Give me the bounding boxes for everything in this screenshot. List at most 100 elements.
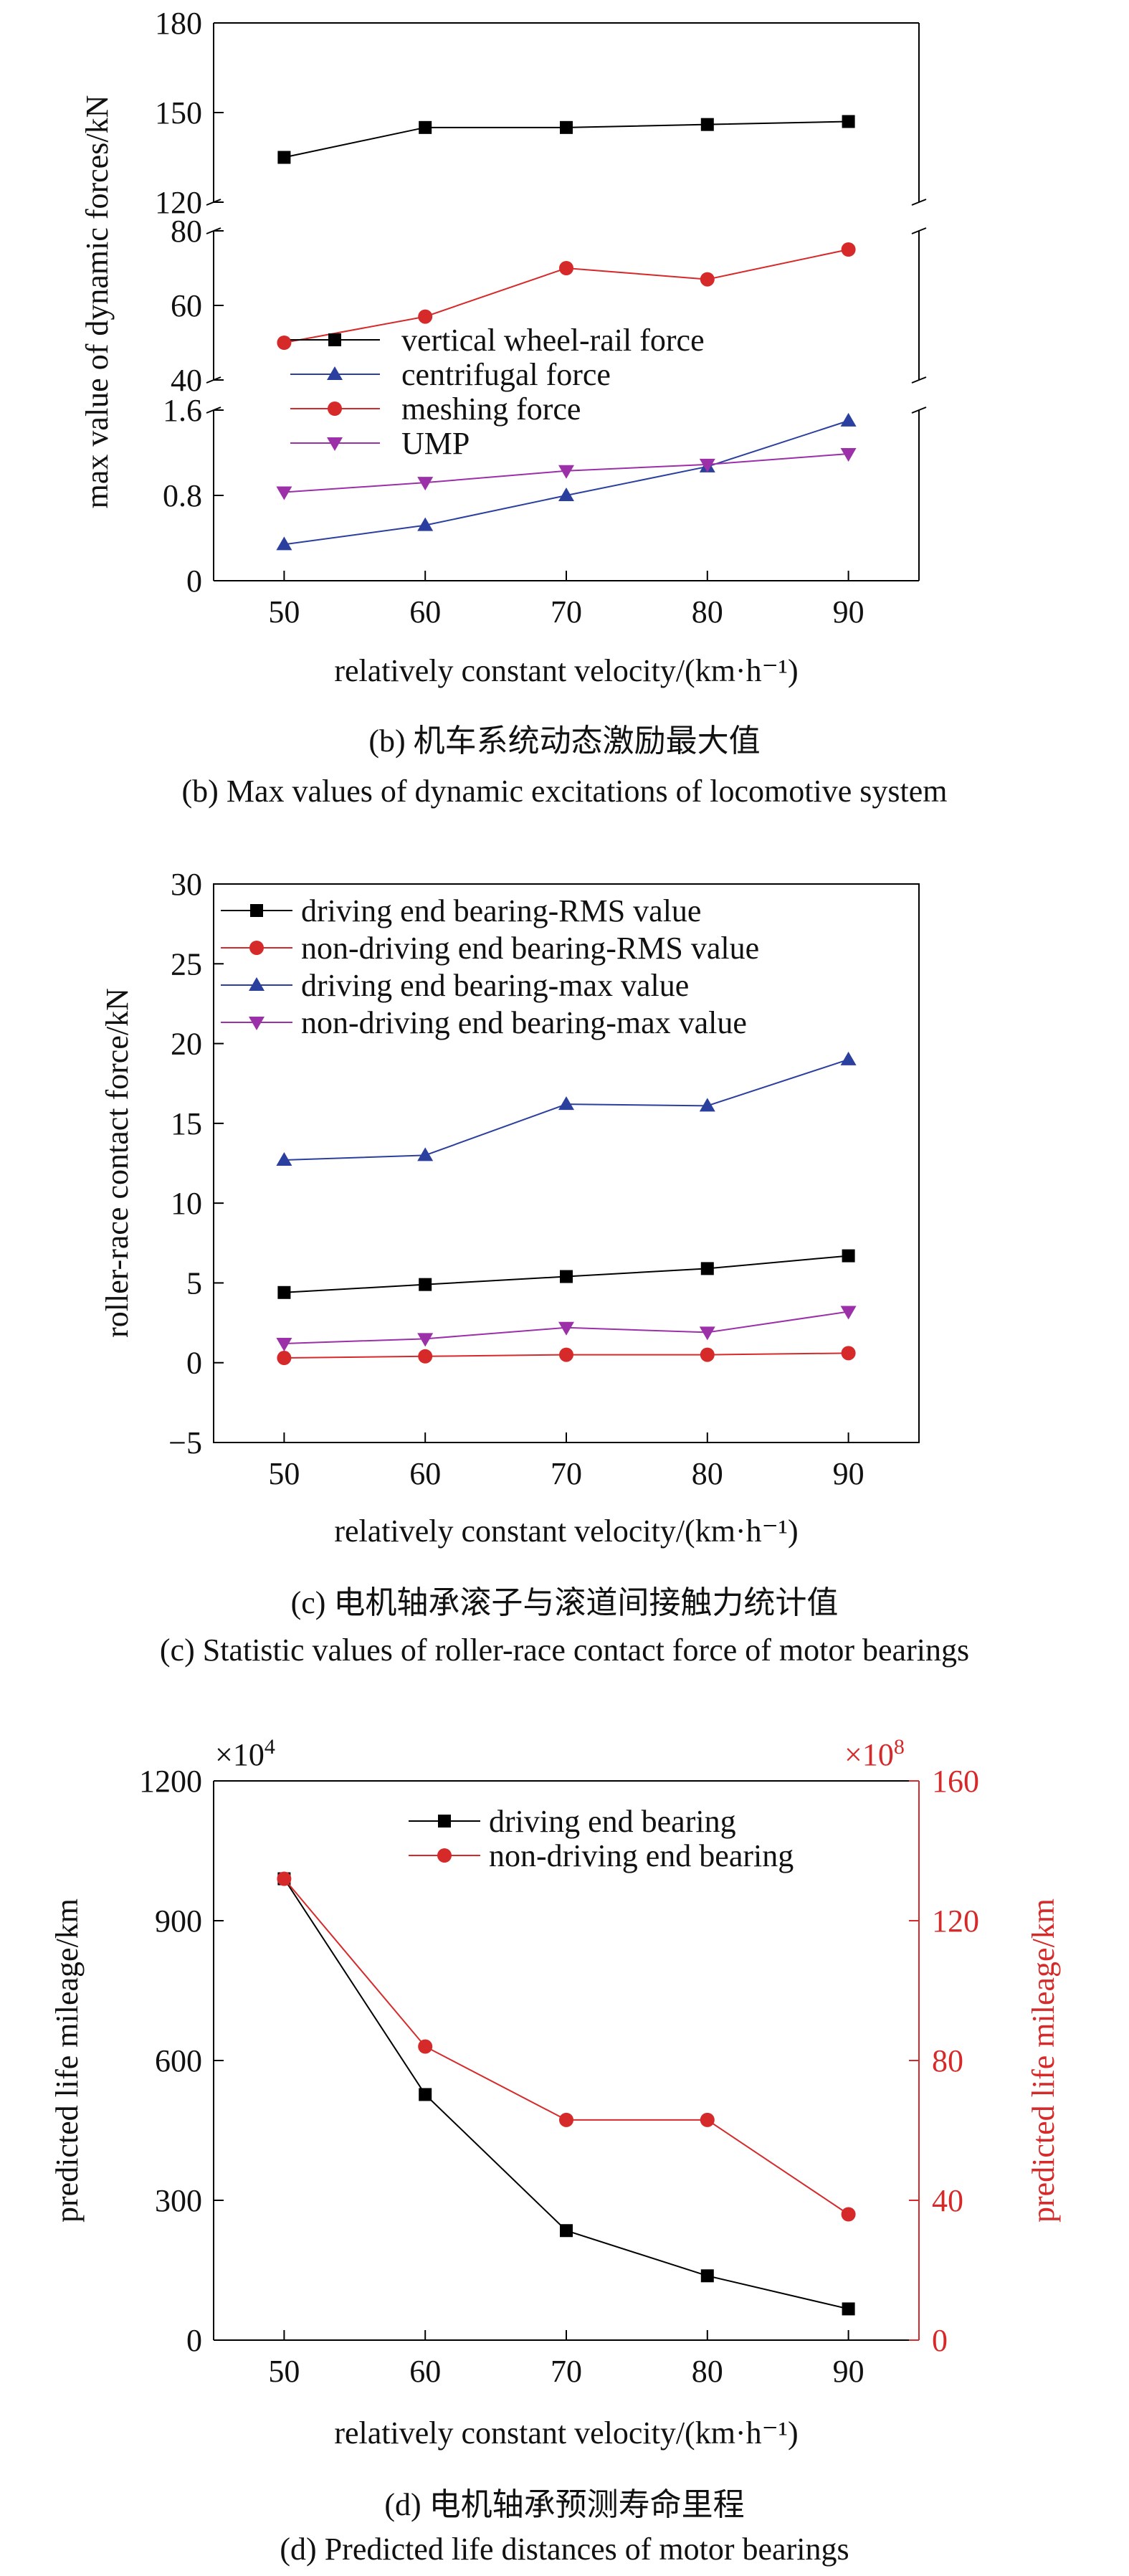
d-xtick-label: 90 xyxy=(833,2354,864,2389)
c-xtick-label: 50 xyxy=(268,1456,300,1491)
c-data-point xyxy=(419,1278,432,1291)
d-xtick-label: 70 xyxy=(551,2354,582,2389)
b-data-point xyxy=(558,465,574,479)
b-ytick-label-middle: 80 xyxy=(171,214,202,249)
c-data-point xyxy=(560,1270,573,1283)
c-data-point xyxy=(841,1346,856,1361)
c-legend-label: non-driving end bearing-max value xyxy=(301,1005,747,1040)
b-legend-marker xyxy=(328,401,342,416)
d-ytick-label: 0 xyxy=(186,2323,202,2358)
c-data-point xyxy=(842,1249,855,1263)
b-data-point xyxy=(700,118,714,131)
c-data-point xyxy=(417,1333,434,1347)
b-legend-marker xyxy=(328,333,341,346)
caption-c-cn: (c) 电机轴承滚子与滚道间接触力统计值 xyxy=(290,1585,839,1620)
d-y-multiplier: ×104 xyxy=(215,1735,275,1772)
c-legend-label: non-driving end bearing-RMS value xyxy=(301,931,759,966)
d-x-axis-title: relatively constant velocity/(km·h⁻¹) xyxy=(334,2415,798,2451)
c-legend-label: driving end bearing-RMS value xyxy=(301,893,701,928)
c-data-point xyxy=(558,1321,574,1336)
d-y2tick-label: 160 xyxy=(932,1764,979,1799)
b-data-point xyxy=(842,115,855,128)
d-xtick-label: 80 xyxy=(692,2354,723,2389)
c-legend-marker xyxy=(250,904,263,917)
c-data-point xyxy=(699,1326,715,1341)
caption-d-cn: (d) 电机轴承预测寿命里程 xyxy=(384,2487,745,2522)
caption-b-cn: (b) 机车系统动态激励最大值 xyxy=(368,723,761,759)
b-data-point xyxy=(559,261,573,275)
c-xtick-label: 70 xyxy=(551,1456,582,1491)
c-x-axis-title: relatively constant velocity/(km·h⁻¹) xyxy=(334,1513,798,1549)
c-ytick-label: 25 xyxy=(171,946,202,982)
d-y2-axis-title: predicted life mileage/km xyxy=(1026,1898,1061,2223)
c-legend-marker xyxy=(249,941,264,955)
c-ytick-label: 15 xyxy=(171,1106,202,1141)
b-data-point xyxy=(276,536,292,551)
c-data-point xyxy=(840,1306,857,1320)
b-xtick-label: 50 xyxy=(268,594,300,629)
d-ytick-label: 300 xyxy=(155,2183,202,2218)
b-axis-break xyxy=(911,407,927,414)
d-data-point xyxy=(700,2112,715,2127)
d-data-point xyxy=(841,2207,856,2222)
b-xtick-label: 80 xyxy=(692,594,723,629)
c-legend-marker xyxy=(249,1017,265,1030)
b-ytick-label-top: 150 xyxy=(155,95,202,130)
d-y2tick-label: 40 xyxy=(932,2183,963,2218)
c-data-point xyxy=(840,1051,857,1065)
c-data-point xyxy=(700,1262,714,1275)
d-legend-marker xyxy=(437,1848,452,1863)
b-axis-break xyxy=(206,199,221,206)
b-legend-marker xyxy=(327,437,343,451)
b-data-point xyxy=(418,309,433,324)
d-y2tick-label: 80 xyxy=(932,2043,963,2078)
d-xtick-label: 50 xyxy=(268,2354,300,2389)
d-legend-label: non-driving end bearing xyxy=(489,1838,794,1873)
c-data-point xyxy=(276,1338,292,1352)
b-ytick-label-bottom: 0 xyxy=(186,564,202,599)
d-y2tick-label: 120 xyxy=(932,1904,979,1939)
c-ytick-label: −5 xyxy=(168,1425,202,1460)
b-data-point xyxy=(560,120,573,134)
c-xtick-label: 60 xyxy=(409,1456,441,1491)
b-axis-break xyxy=(911,227,927,234)
b-axis-break xyxy=(206,407,221,414)
d-y2-multiplier: ×108 xyxy=(844,1735,905,1772)
b-data-point xyxy=(840,447,857,462)
b-axis-break xyxy=(206,227,221,234)
b-xtick-label: 70 xyxy=(551,594,582,629)
c-y-axis-title: roller-race contact force/kN xyxy=(100,988,135,1338)
b-legend-marker xyxy=(327,366,343,380)
d-xtick-label: 60 xyxy=(409,2354,441,2389)
d-data-point xyxy=(842,2302,855,2316)
b-axis-break xyxy=(206,376,221,384)
d-data-point xyxy=(418,2039,433,2054)
b-ytick-label-top: 180 xyxy=(155,6,202,41)
b-x-axis-title: relatively constant velocity/(km·h⁻¹) xyxy=(334,653,798,688)
b-data-point xyxy=(558,488,574,501)
b-ytick-label-top: 120 xyxy=(155,185,202,220)
b-data-point xyxy=(700,272,715,287)
d-data-point xyxy=(559,2112,573,2127)
b-data-point xyxy=(419,120,432,134)
b-data-point xyxy=(840,412,857,427)
c-legend-marker xyxy=(249,977,265,991)
b-legend-label: centrifugal force xyxy=(401,357,611,392)
b-axis-break xyxy=(911,376,927,384)
b-data-point xyxy=(841,242,856,257)
d-y2tick-label: 0 xyxy=(932,2323,948,2358)
c-data-point xyxy=(700,1347,715,1362)
d-series-line xyxy=(283,1878,849,2215)
b-ytick-label-bottom: 1.6 xyxy=(163,393,202,428)
d-data-point xyxy=(419,2088,432,2101)
c-data-point xyxy=(276,1152,292,1166)
d-ytick-label: 1200 xyxy=(139,1764,202,1799)
c-data-point xyxy=(277,1351,292,1366)
c-data-point xyxy=(699,1098,715,1112)
c-ytick-label: 0 xyxy=(186,1346,202,1381)
c-data-point xyxy=(559,1347,573,1362)
d-data-point xyxy=(700,2269,714,2283)
b-series-line xyxy=(284,419,849,546)
c-ytick-label: 5 xyxy=(186,1265,202,1301)
